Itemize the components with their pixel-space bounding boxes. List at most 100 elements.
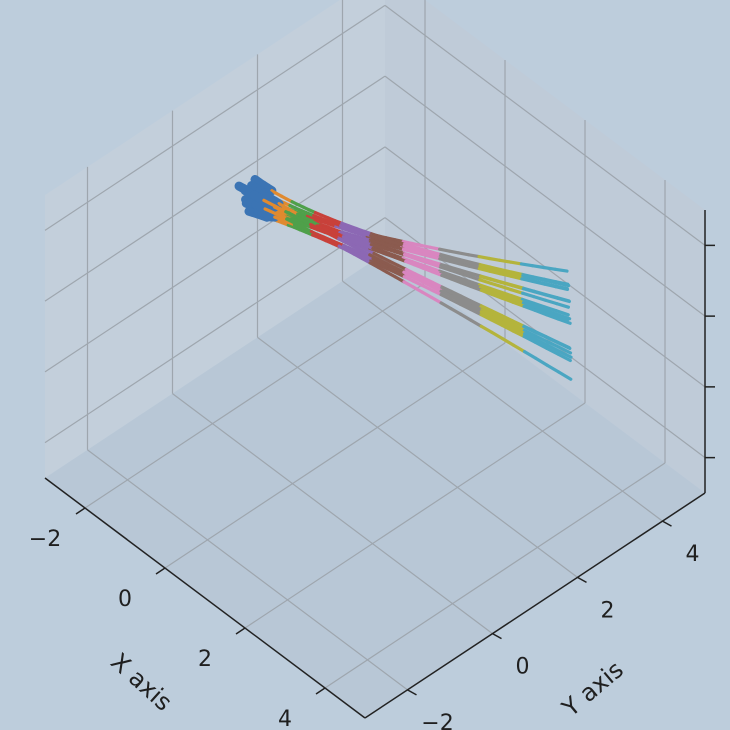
strand-segment bbox=[520, 291, 536, 299]
strand-segment bbox=[490, 315, 505, 325]
strand-segment bbox=[480, 308, 494, 317]
strand-segment bbox=[385, 270, 397, 279]
strand-segment bbox=[419, 263, 432, 270]
strand-segment bbox=[490, 330, 505, 341]
strand-segment bbox=[448, 256, 462, 263]
strand-segment bbox=[411, 275, 424, 284]
strand-segment bbox=[428, 254, 442, 261]
strand-segment bbox=[500, 296, 515, 304]
strand-segment bbox=[439, 293, 453, 301]
strand-segment bbox=[489, 289, 504, 297]
strand-segment bbox=[557, 349, 573, 359]
strand-segment bbox=[545, 346, 561, 356]
strand-segment bbox=[459, 295, 473, 304]
x-tick-mark bbox=[235, 627, 246, 635]
strand-segment bbox=[521, 287, 537, 294]
grid-floor-x bbox=[244, 402, 586, 629]
strand-segment bbox=[511, 323, 527, 332]
strand-segment bbox=[439, 263, 453, 270]
strand-segment bbox=[430, 270, 444, 277]
strand-segment bbox=[510, 288, 525, 295]
strand-segment bbox=[459, 312, 473, 322]
strand-segment bbox=[449, 297, 463, 306]
strand-segment bbox=[469, 304, 483, 314]
x-tick-mark bbox=[315, 687, 326, 695]
strand-segment bbox=[554, 309, 570, 317]
strand-segment bbox=[533, 334, 549, 344]
grid-wall-z bbox=[384, 75, 706, 317]
strand-segment bbox=[447, 259, 461, 266]
strand-segment bbox=[499, 269, 514, 275]
strand-segment bbox=[420, 279, 434, 288]
strand-segment bbox=[428, 266, 442, 273]
strand-segment bbox=[544, 313, 560, 321]
strand-segment bbox=[479, 275, 493, 282]
grid-floor-y bbox=[87, 449, 408, 691]
strand-segment bbox=[499, 290, 513, 298]
strand-segment bbox=[449, 277, 463, 285]
strand-segment bbox=[500, 280, 515, 288]
strand-segment bbox=[510, 284, 526, 291]
grid-lines bbox=[44, 0, 706, 691]
strand-segment bbox=[511, 326, 527, 336]
strand-segment bbox=[543, 278, 559, 285]
strand-segment bbox=[411, 279, 424, 287]
strand-segment bbox=[556, 317, 572, 325]
strand-segment bbox=[459, 281, 473, 289]
strand-segment bbox=[542, 265, 557, 271]
strand-segment bbox=[511, 343, 527, 354]
strand-segment bbox=[438, 254, 452, 260]
strand-segment bbox=[459, 299, 473, 308]
strand-segment bbox=[393, 275, 406, 284]
strand-segment bbox=[544, 308, 560, 317]
strand-segment bbox=[531, 301, 547, 309]
strand-segment bbox=[545, 343, 561, 353]
grid-floor-y bbox=[257, 336, 578, 578]
strand-segment bbox=[457, 276, 471, 283]
y-tick-mark bbox=[407, 689, 417, 696]
strand-segment bbox=[501, 320, 516, 330]
strand-segment bbox=[479, 305, 493, 314]
strand-segment bbox=[557, 370, 573, 381]
strand-segment bbox=[477, 267, 492, 273]
y-tick-mark bbox=[577, 576, 587, 584]
strand-segment bbox=[479, 288, 494, 296]
strand-segment bbox=[511, 329, 526, 339]
strand-segment bbox=[429, 251, 443, 258]
strand-segment bbox=[511, 300, 526, 308]
strand-segment bbox=[488, 286, 503, 294]
strand-segment bbox=[520, 277, 535, 283]
strand-segment bbox=[544, 335, 560, 345]
strand-segment bbox=[467, 264, 481, 271]
grid-wall-z bbox=[44, 217, 386, 444]
strand-segment bbox=[469, 307, 483, 317]
strand-segment bbox=[468, 272, 483, 279]
x-tick-label: −2 bbox=[29, 527, 61, 552]
strand-segment bbox=[447, 272, 461, 280]
strand-segment bbox=[459, 302, 473, 311]
strand-segment bbox=[402, 270, 415, 279]
x-axis-line bbox=[44, 477, 366, 719]
strand-segment bbox=[457, 251, 471, 257]
strand-segment bbox=[440, 285, 453, 293]
strand-segment bbox=[477, 255, 491, 261]
tick-labels: −2 0 2 4 −2 0 2 4 bbox=[29, 244, 715, 730]
grid-wall-z bbox=[44, 4, 386, 231]
strand-segment bbox=[500, 337, 516, 347]
strand-segment bbox=[555, 281, 571, 288]
strand-segment bbox=[384, 261, 397, 270]
strand-segment bbox=[500, 314, 515, 324]
strand-segment bbox=[533, 330, 549, 339]
strand-segment bbox=[543, 305, 559, 313]
strand-segment bbox=[555, 296, 572, 304]
strand-segment bbox=[420, 290, 434, 299]
strand-segment bbox=[510, 297, 526, 305]
strand-segment bbox=[431, 280, 444, 289]
strand-segment bbox=[479, 310, 494, 319]
x-tick-mark bbox=[155, 567, 166, 575]
strand-segment bbox=[500, 323, 515, 333]
strand-segment bbox=[522, 334, 538, 344]
y-tick-mark bbox=[492, 632, 502, 640]
strand-segment bbox=[402, 275, 415, 283]
